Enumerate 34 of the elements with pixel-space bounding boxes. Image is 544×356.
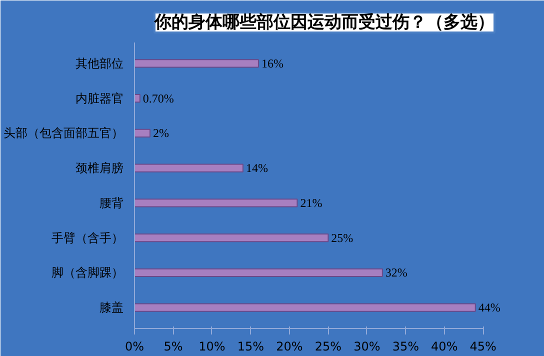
data-label: 14%	[246, 161, 268, 176]
bar	[134, 268, 383, 278]
y-tick-label: 其他部位	[76, 56, 124, 70]
data-label: 44%	[478, 300, 500, 315]
bar	[134, 303, 476, 312]
bar	[134, 164, 244, 172]
data-label: 2%	[152, 126, 169, 140]
y-tick-label: 颈椎肩膀	[76, 161, 124, 176]
x-tick-label: 45%	[470, 340, 496, 354]
bar	[134, 198, 298, 208]
data-label: 0.70%	[142, 91, 174, 106]
x-tick-label: 10%	[198, 340, 226, 354]
y-tick-label: 手臂（含手）	[52, 230, 124, 245]
y-tick-label: 腰背	[100, 196, 124, 210]
y-tick-label: 内脏器官	[76, 91, 124, 106]
x-tick-label: 40%	[431, 340, 458, 354]
data-label: 32%	[385, 266, 408, 280]
x-tick-label: 35%	[392, 340, 419, 354]
x-tick-label: 15%	[237, 340, 264, 354]
y-tick-label: 膝盖	[100, 300, 124, 315]
x-tick-label: 30%	[354, 340, 380, 354]
x-tick-label: 25%	[314, 340, 342, 354]
x-tick-label: 20%	[276, 340, 303, 354]
bar	[134, 128, 150, 138]
x-tick-label: 5%	[164, 340, 183, 354]
data-label: 25%	[331, 230, 354, 245]
bar	[134, 59, 259, 68]
y-tick-label: 头部（包含面部五官）	[4, 126, 124, 140]
data-label: 21%	[300, 196, 322, 210]
data-label: 16%	[261, 56, 284, 70]
bar	[134, 94, 140, 103]
bar	[134, 233, 329, 242]
x-tick-label: 0%	[124, 340, 144, 354]
y-tick-label: 脚（含脚踝）	[52, 266, 124, 280]
